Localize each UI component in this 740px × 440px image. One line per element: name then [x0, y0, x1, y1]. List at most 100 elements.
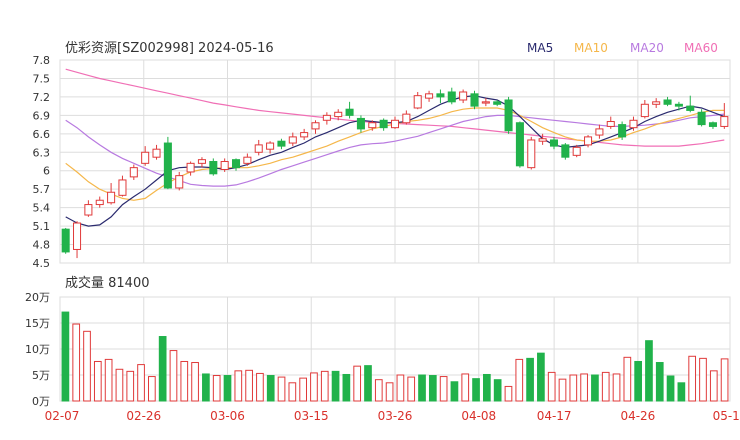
volume-bar: [645, 340, 653, 402]
volume-bar: [655, 362, 664, 402]
volume-bar: [569, 374, 578, 402]
candle-body: [640, 103, 649, 118]
candle: [209, 158, 218, 176]
volume-bar: [374, 379, 383, 402]
volume-bar: [353, 365, 362, 402]
volume-bar: [483, 373, 491, 402]
volume-title: 成交量 81400: [65, 275, 150, 291]
candle: [708, 121, 717, 129]
candle: [390, 116, 400, 129]
volume-bar: [515, 358, 524, 402]
price-tick-label: 7.5: [33, 72, 51, 85]
volume-tick-label: 0万: [32, 395, 50, 408]
volume-bar: [428, 375, 437, 402]
candle-body: [254, 144, 263, 153]
chart-title: 优彩资源[SZ002998] 2024-05-16: [65, 41, 274, 56]
volume-tick-label: 5万: [32, 369, 50, 382]
candle: [311, 120, 320, 134]
candle-body: [163, 142, 172, 189]
volume-bar: [558, 378, 567, 402]
candle-body: [231, 159, 241, 169]
candle-body: [118, 179, 127, 196]
candle-body: [708, 122, 717, 127]
volume-bar: [601, 371, 610, 402]
candle: [674, 101, 683, 111]
volume-bar: [245, 369, 253, 402]
candle-body: [584, 136, 593, 146]
volume-bar: [537, 352, 545, 402]
price-tick-label: 6.6: [33, 128, 51, 141]
candle-body: [209, 161, 218, 175]
candle-body: [561, 144, 570, 158]
candle-body: [175, 175, 184, 189]
price-tick-label: 4.8: [33, 239, 51, 252]
price-tick-label: 5.1: [33, 220, 51, 233]
candle-body: [277, 140, 286, 147]
candle-body: [402, 113, 411, 124]
candle: [152, 144, 161, 160]
volume-axis: 20万 15万 10万 5万 0万: [25, 291, 50, 408]
candle: [129, 164, 138, 180]
candle-body: [311, 122, 320, 130]
price-axis: 7.8 7.5 7.2 6.9 6.6 6.3 6 5.7 5.4 5.1 4.8 4.5: [33, 54, 51, 270]
volume-bar: [623, 356, 632, 402]
candlestick-series: [61, 87, 729, 259]
candle: [220, 158, 229, 172]
candle: [561, 143, 570, 160]
candle: [470, 90, 479, 110]
volume-bar: [677, 382, 686, 402]
candle-body: [697, 111, 706, 126]
candle-body: [368, 122, 377, 129]
candle-body: [481, 101, 490, 104]
candle-body: [334, 111, 343, 118]
candle: [266, 141, 275, 154]
candle-body: [663, 99, 672, 105]
candle-body: [606, 121, 615, 127]
volume-bar: [709, 370, 718, 402]
volume-bar: [234, 370, 243, 402]
candle-body: [674, 103, 683, 107]
candle-body: [84, 204, 93, 216]
date-tick-label: 04-17: [537, 409, 572, 423]
volume-bar: [169, 350, 178, 402]
candle-body: [538, 138, 547, 142]
date-tick-label: 04-08: [461, 409, 496, 423]
candle: [697, 109, 706, 127]
volume-bar: [93, 360, 102, 402]
volume-bar: [331, 370, 340, 402]
volume-bar: [450, 381, 459, 402]
candle: [640, 99, 649, 119]
volume-tick-label: 20万: [25, 291, 50, 304]
volume-bar: [148, 376, 156, 402]
candle: [447, 87, 456, 105]
date-axis: 02-07 02-26 03-06 03-15 03-26 04-08 04-17 04-26…: [45, 409, 740, 423]
candle: [277, 138, 286, 150]
legend-ma5: MA5: [527, 41, 553, 55]
candle: [481, 98, 490, 107]
volume-bar: [104, 358, 113, 402]
volume-bar: [699, 357, 707, 402]
volume-bar: [472, 378, 480, 402]
candle: [652, 98, 661, 108]
legend-ma20: MA20: [630, 41, 664, 55]
ma-legend: MA5 MA10 MA20 MA60: [527, 41, 718, 55]
volume-bar: [158, 336, 167, 402]
candle-body: [243, 156, 252, 164]
volume-bar: [418, 374, 426, 402]
candle-body: [345, 108, 354, 116]
price-tick-label: 6.3: [33, 146, 51, 159]
volume-bar: [126, 370, 135, 402]
volume-bar: [212, 375, 221, 402]
candle: [288, 132, 297, 147]
volume-bar: [688, 355, 697, 402]
candle-body: [288, 136, 297, 144]
volume-bar: [191, 362, 199, 402]
price-tick-label: 7.2: [33, 91, 51, 104]
candle-body: [618, 124, 627, 138]
volume-bar: [504, 385, 513, 402]
volume-bar: [115, 368, 124, 402]
candle: [254, 139, 263, 156]
candle-body: [95, 199, 104, 206]
volume-bar: [266, 375, 275, 402]
candle: [163, 136, 172, 190]
